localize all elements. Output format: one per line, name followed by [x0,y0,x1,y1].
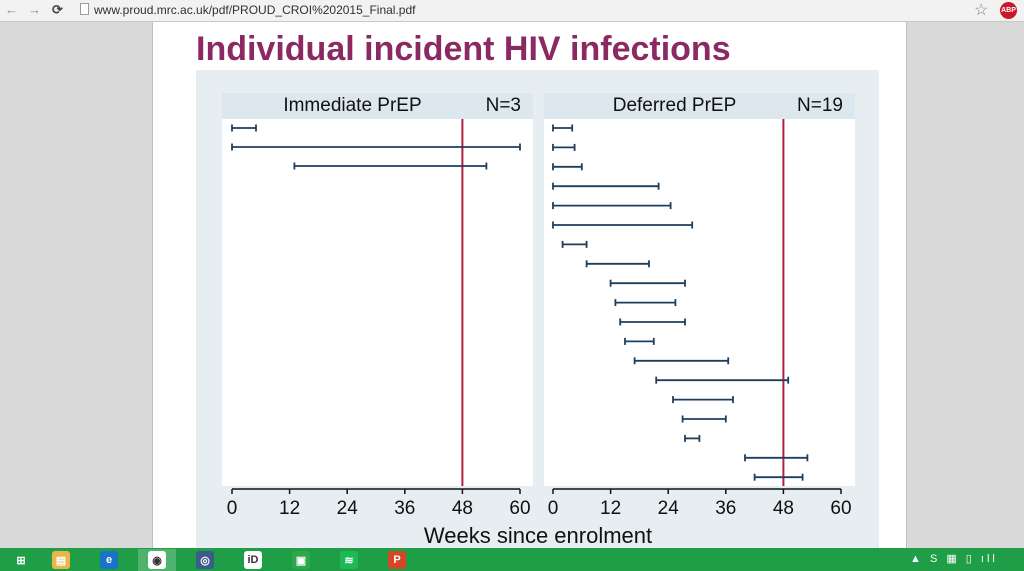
panel-header [544,93,855,119]
reload-icon[interactable]: ⟳ [52,2,63,17]
windows-start-taskbar-button[interactable]: ⊞ [2,549,40,571]
star-icon[interactable]: ☆ [974,2,989,19]
browser-toolbar: ← → ⟳ www.proud.mrc.ac.uk/pdf/PROUD_CROI… [0,0,1024,22]
panel-title: Immediate PrEP [283,95,421,116]
x-tick-label: 48 [452,498,473,519]
x-tick-label: 0 [227,498,238,519]
panel-n-label: N=3 [486,95,521,116]
windows-start-icon: ⊞ [12,551,30,569]
store-taskbar-button[interactable]: ▣ [282,549,320,571]
x-tick-label: 36 [394,498,415,519]
id-app-icon: iD [244,551,262,569]
x-axis-label: Weeks since enrolment [424,523,652,548]
store-icon: ▣ [292,551,310,569]
x-tick-label: 24 [658,498,680,519]
x-tick-label: 60 [509,498,530,519]
x-tick-label: 60 [830,498,851,519]
spotify-icon: ≋ [340,551,358,569]
panel-title: Deferred PrEP [613,95,737,116]
taskbar: ⊞ ▤ e ◉ ◎ iD ▣ ≋ P ▲ S ▦ ▯ ıll [0,548,1024,571]
file-explorer-taskbar-button[interactable]: ▤ [42,549,80,571]
internet-explorer-icon: e [100,551,118,569]
security-app-icon: ◎ [196,551,214,569]
powerpoint-taskbar-button[interactable]: P [378,549,416,571]
chrome-taskbar-button[interactable]: ◉ [138,549,176,571]
plot-panel [544,93,855,486]
page-icon [80,3,89,15]
powerpoint-icon: P [388,551,406,569]
slide-title: Individual incident HIV infections [196,30,731,68]
file-explorer-icon: ▤ [52,551,70,569]
panel-n-label: N=19 [797,95,843,116]
back-arrow-icon[interactable]: ← [5,2,18,17]
forward-arrow-icon[interactable]: → [28,2,41,17]
panel-header [222,93,533,119]
system-tray[interactable]: ▲ S ▦ ▯ ıll [910,553,998,565]
x-tick-label: 48 [773,498,794,519]
spotify-taskbar-button[interactable]: ≋ [330,549,368,571]
x-tick-label: 12 [600,498,621,519]
plot-panel [222,93,533,486]
security-app-taskbar-button[interactable]: ◎ [186,549,224,571]
x-tick-label: 24 [337,498,359,519]
x-tick-label: 12 [279,498,300,519]
internet-explorer-taskbar-button[interactable]: e [90,549,128,571]
x-tick-label: 0 [548,498,559,519]
address-bar[interactable]: www.proud.mrc.ac.uk/pdf/PROUD_CROI%20201… [94,3,416,17]
chrome-icon: ◉ [148,551,166,569]
x-tick-label: 36 [715,498,736,519]
id-app-taskbar-button[interactable]: iD [234,549,272,571]
adblock-icon[interactable]: ABP [1000,2,1017,19]
